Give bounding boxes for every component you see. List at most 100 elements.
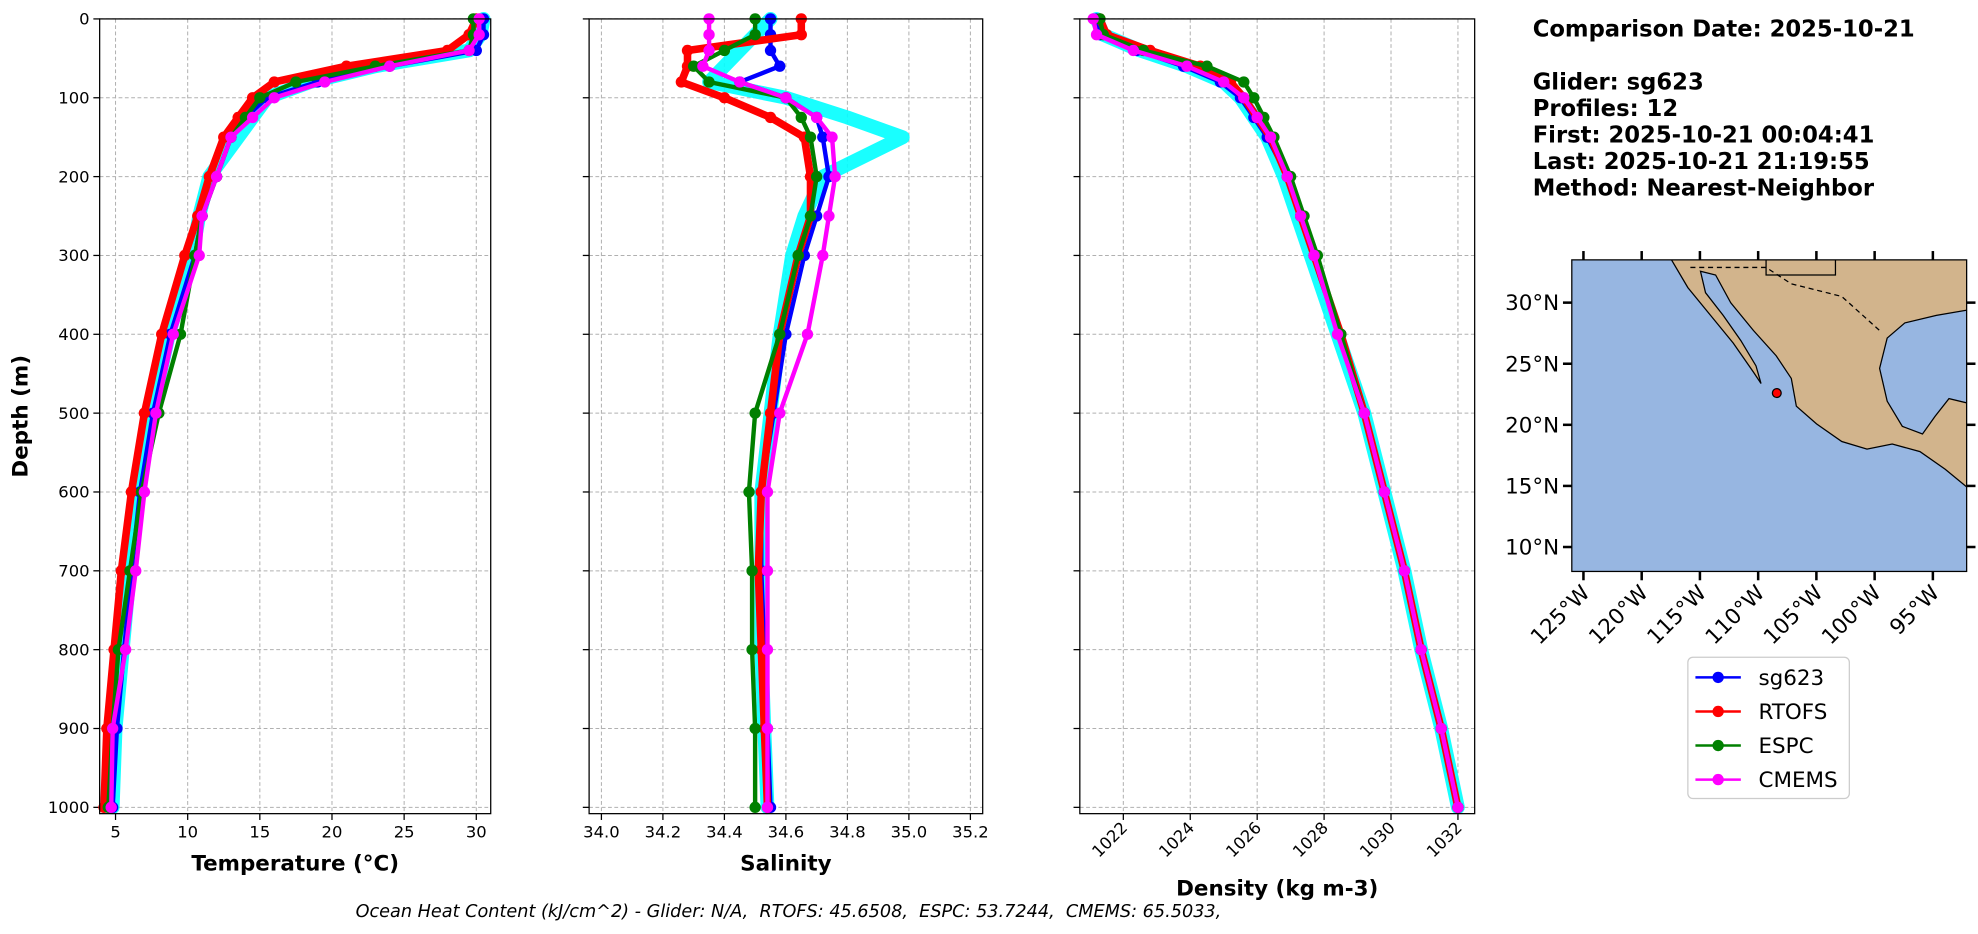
- legend-marker: [1712, 705, 1724, 718]
- x-tick-label: 1022: [1088, 818, 1131, 861]
- map-lat-label: 15°N: [1505, 474, 1559, 499]
- profile-point: [1435, 722, 1447, 735]
- profile-point: [761, 565, 774, 577]
- profile-line: [1090, 16, 1461, 810]
- profile-point: [761, 486, 774, 498]
- profile-point: [810, 111, 823, 124]
- profile-point: [290, 76, 302, 88]
- profile-point: [749, 722, 761, 735]
- map-frame: [1571, 259, 1968, 573]
- x-tick-label: 25: [394, 823, 415, 842]
- y-tick-label: 100: [58, 88, 89, 107]
- profile-point: [156, 328, 168, 340]
- profile-point: [225, 131, 237, 143]
- profile-point: [795, 111, 807, 124]
- profile-point: [743, 486, 755, 498]
- profile-point: [817, 131, 829, 143]
- map-lon-label: 115°W: [1643, 581, 1712, 650]
- profile-point: [764, 44, 777, 57]
- profile-point: [1378, 486, 1391, 498]
- profile-point: [150, 407, 162, 419]
- x-tick-label: 35.2: [952, 823, 988, 842]
- y-axis-label: Depth (m): [9, 355, 34, 478]
- x-tick-label: 1030: [1356, 818, 1399, 861]
- map-lat-label: 10°N: [1505, 536, 1559, 561]
- y-tick-label: 600: [58, 483, 89, 502]
- info-line: Glider: sg623: [1533, 70, 1704, 96]
- legend-box: [1687, 656, 1850, 800]
- y-tick-label: 800: [58, 640, 89, 659]
- map-lon-label: 110°W: [1701, 581, 1770, 650]
- legend-label: ESPC: [1759, 734, 1814, 759]
- profile-point: [115, 565, 127, 577]
- profile-point: [1358, 407, 1370, 419]
- info-line: Comparison Date: 2025-10-21: [1533, 17, 1915, 43]
- profile-point: [703, 29, 715, 41]
- map-lon-label: 95°W: [1885, 581, 1945, 641]
- profile-point: [196, 210, 208, 222]
- profile-point: [749, 407, 761, 419]
- profile-point: [1308, 249, 1320, 262]
- y-tick-label: 1000: [48, 798, 90, 817]
- axes-frame: [1079, 18, 1476, 815]
- profile-point: [1452, 801, 1464, 814]
- profile-point: [774, 328, 786, 340]
- profile-point: [734, 76, 746, 88]
- profile-point: [119, 643, 132, 656]
- map-lat-label: 20°N: [1505, 413, 1559, 438]
- profile-point: [687, 60, 700, 72]
- profile-point: [780, 92, 792, 104]
- profile-point: [761, 643, 774, 656]
- profile-point: [801, 328, 814, 340]
- y-tick-label: 400: [58, 325, 89, 344]
- profile-point: [804, 131, 817, 143]
- x-axis-label: Temperature (°C): [191, 851, 399, 876]
- profile-point: [1201, 60, 1213, 72]
- profile-point: [1415, 643, 1427, 656]
- x-tick-label: 15: [249, 823, 270, 842]
- profile-point: [1090, 29, 1103, 41]
- profile-point: [106, 722, 119, 735]
- profile-point: [319, 76, 331, 88]
- profile-point: [804, 210, 817, 222]
- map-lon-label: 100°W: [1817, 581, 1886, 650]
- map-lon-label: 125°W: [1526, 581, 1595, 650]
- profile-point: [795, 29, 807, 41]
- profile-point: [1218, 76, 1230, 88]
- x-axis-label: Density (kg m-3): [1176, 877, 1378, 902]
- profile-point: [254, 92, 266, 104]
- x-tick-label: 5: [110, 823, 120, 842]
- profile-point: [1238, 76, 1250, 88]
- info-line: Profiles: 12: [1533, 96, 1678, 122]
- profile-point: [210, 170, 223, 183]
- map-lon-label: 120°W: [1584, 581, 1653, 650]
- info-line: Method: Nearest-Neighbor: [1533, 176, 1875, 202]
- x-tick-label: 34.6: [768, 823, 804, 842]
- profile-point: [130, 565, 142, 577]
- legend-marker: [1712, 773, 1724, 786]
- profile-point: [697, 60, 709, 72]
- profile-point: [193, 249, 205, 262]
- profile-point: [749, 801, 761, 814]
- profile-point: [718, 92, 731, 104]
- x-tick-label: 20: [322, 823, 343, 842]
- legend-marker: [1712, 671, 1724, 684]
- profile-point: [1331, 328, 1344, 340]
- profile-point: [105, 801, 117, 814]
- profile-point: [179, 249, 191, 262]
- x-tick-label: 30: [466, 823, 487, 842]
- glider-location: [1771, 388, 1782, 399]
- profile-point: [774, 407, 786, 419]
- profile-point: [138, 486, 151, 498]
- x-tick-label: 34.0: [583, 823, 619, 842]
- profile-point: [817, 249, 829, 262]
- profile-point: [761, 801, 774, 814]
- x-tick-label: 35.0: [891, 823, 927, 842]
- profile-point: [826, 131, 838, 143]
- profile-point: [703, 44, 715, 57]
- legend-marker: [1712, 739, 1724, 752]
- y-tick-label: 500: [58, 404, 89, 423]
- profile-point: [463, 44, 475, 57]
- profile-point: [718, 44, 731, 57]
